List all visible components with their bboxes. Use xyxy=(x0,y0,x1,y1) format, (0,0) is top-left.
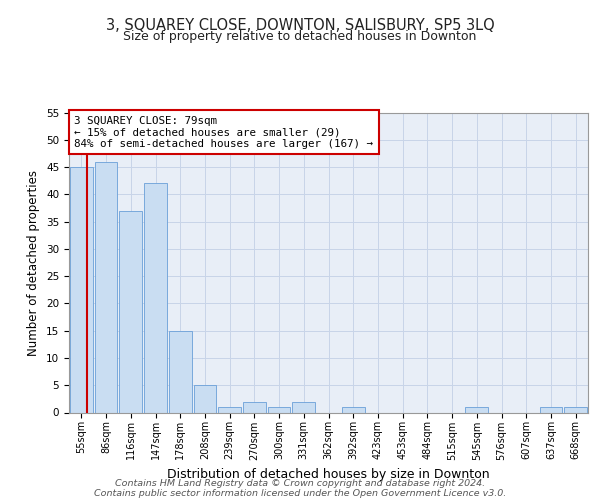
Bar xyxy=(119,210,142,412)
Bar xyxy=(268,407,290,412)
Bar xyxy=(466,407,488,412)
Bar xyxy=(564,407,587,412)
Text: 3, SQUAREY CLOSE, DOWNTON, SALISBURY, SP5 3LQ: 3, SQUAREY CLOSE, DOWNTON, SALISBURY, SP… xyxy=(106,18,494,32)
Text: Contains public sector information licensed under the Open Government Licence v3: Contains public sector information licen… xyxy=(94,488,506,498)
Bar xyxy=(342,407,365,412)
Text: Contains HM Land Registry data © Crown copyright and database right 2024.: Contains HM Land Registry data © Crown c… xyxy=(115,478,485,488)
Text: 3 SQUAREY CLOSE: 79sqm
← 15% of detached houses are smaller (29)
84% of semi-det: 3 SQUAREY CLOSE: 79sqm ← 15% of detached… xyxy=(74,116,373,148)
Bar xyxy=(218,407,241,412)
Bar xyxy=(144,184,167,412)
Bar xyxy=(292,402,315,412)
Text: Size of property relative to detached houses in Downton: Size of property relative to detached ho… xyxy=(124,30,476,43)
X-axis label: Distribution of detached houses by size in Downton: Distribution of detached houses by size … xyxy=(167,468,490,481)
Y-axis label: Number of detached properties: Number of detached properties xyxy=(28,170,40,356)
Bar xyxy=(539,407,562,412)
Bar xyxy=(95,162,118,412)
Bar xyxy=(243,402,266,412)
Bar xyxy=(194,385,216,412)
Bar xyxy=(169,330,191,412)
Bar xyxy=(70,167,93,412)
